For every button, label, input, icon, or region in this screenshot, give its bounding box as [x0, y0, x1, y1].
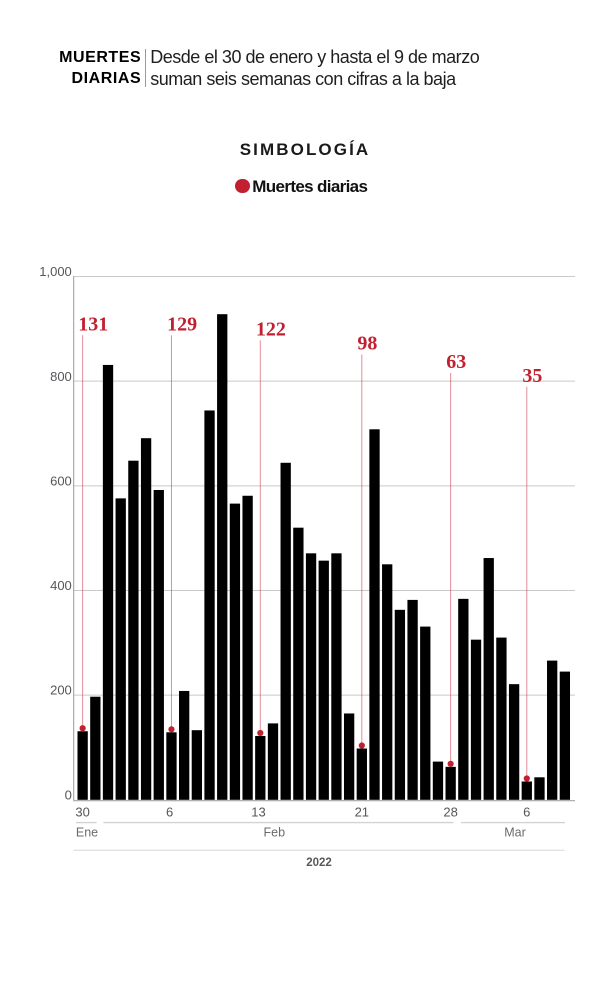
- svg-text:800: 800: [50, 369, 72, 384]
- svg-text:6: 6: [523, 805, 530, 820]
- svg-text:0: 0: [65, 787, 72, 802]
- svg-text:35: 35: [522, 365, 542, 387]
- svg-text:2022: 2022: [306, 857, 332, 869]
- svg-text:21: 21: [355, 805, 369, 820]
- svg-text:Feb: Feb: [264, 825, 286, 839]
- svg-text:63: 63: [446, 351, 466, 373]
- svg-text:400: 400: [50, 578, 72, 593]
- svg-text:28: 28: [443, 805, 457, 820]
- svg-text:98: 98: [357, 333, 377, 355]
- svg-text:Ene: Ene: [76, 825, 98, 839]
- svg-text:6: 6: [166, 805, 173, 820]
- svg-text:1,000: 1,000: [39, 264, 72, 279]
- svg-text:131: 131: [78, 313, 108, 335]
- svg-text:600: 600: [50, 473, 72, 488]
- svg-text:Mar: Mar: [504, 825, 526, 839]
- svg-text:13: 13: [251, 805, 265, 820]
- svg-text:122: 122: [256, 318, 286, 340]
- svg-text:30: 30: [75, 805, 89, 820]
- svg-text:200: 200: [50, 683, 72, 698]
- svg-text:129: 129: [167, 313, 197, 335]
